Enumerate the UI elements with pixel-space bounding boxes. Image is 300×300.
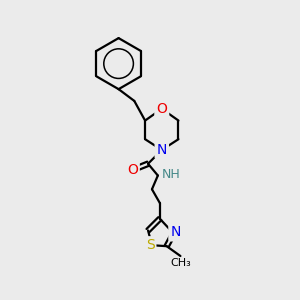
Text: CH₃: CH₃ — [170, 258, 191, 268]
Text: N: N — [157, 143, 167, 157]
Text: S: S — [146, 238, 154, 252]
Text: N: N — [170, 225, 181, 239]
Text: O: O — [127, 163, 138, 177]
Text: NH: NH — [162, 168, 181, 181]
Text: O: O — [156, 102, 167, 116]
